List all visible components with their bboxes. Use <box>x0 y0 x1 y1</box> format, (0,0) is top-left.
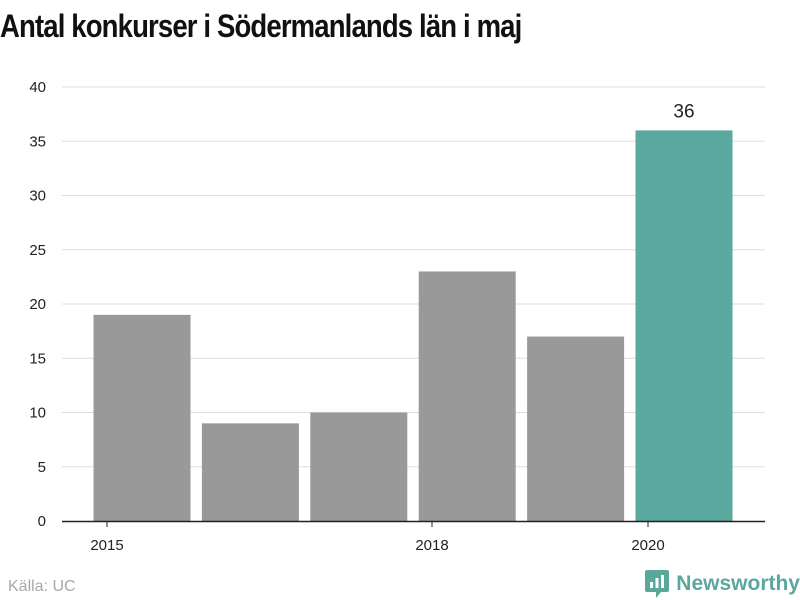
y-tick-label: 30 <box>29 188 46 205</box>
bar-labels: 36 <box>673 101 694 122</box>
y-axis-ticks: 0 5 10 15 20 25 30 35 40 <box>29 79 46 530</box>
bar-2018 <box>418 271 516 521</box>
x-axis-ticks: 2015 2018 2020 <box>90 521 665 554</box>
y-tick-label: 20 <box>29 296 46 313</box>
bars <box>93 130 733 521</box>
bar-2020 <box>635 130 733 521</box>
newsworthy-logo-icon <box>645 570 670 598</box>
x-tick-label: 2020 <box>631 537 664 554</box>
y-tick-label: 35 <box>29 133 46 150</box>
data-label: 36 <box>673 101 694 122</box>
x-tick-label: 2018 <box>415 537 448 554</box>
y-tick-label: 15 <box>29 350 46 367</box>
brand-name: Newsworthy <box>676 572 800 595</box>
bar-2015 <box>93 314 191 521</box>
brand: Newsworthy <box>644 568 800 600</box>
bar-2019 <box>527 336 625 521</box>
bar-2017 <box>310 412 408 521</box>
y-tick-label: 5 <box>38 459 46 476</box>
bar-2016 <box>201 423 299 521</box>
y-tick-label: 40 <box>29 79 46 96</box>
chart-title: Antal konkurser i Södermanlands län i ma… <box>0 8 522 44</box>
source-note: Källa: UC <box>8 578 76 595</box>
y-tick-label: 10 <box>29 405 46 422</box>
y-tick-label: 0 <box>38 513 46 530</box>
y-tick-label: 25 <box>29 242 46 259</box>
x-tick-label: 2015 <box>90 537 123 554</box>
